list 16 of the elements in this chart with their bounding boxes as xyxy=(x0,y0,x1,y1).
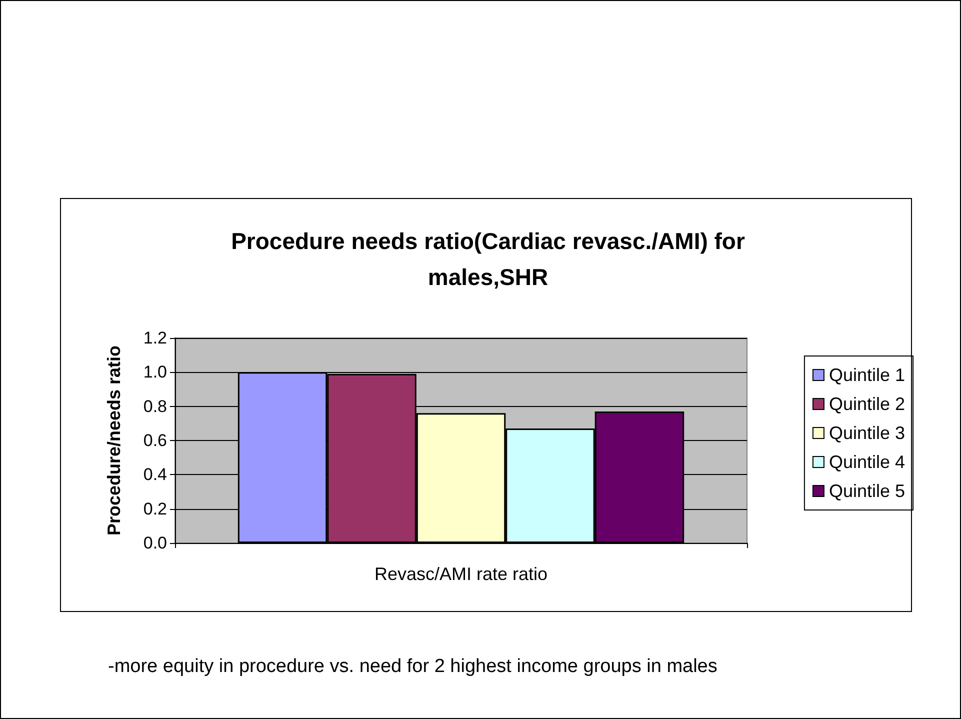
y-tick-label: 1.0 xyxy=(143,362,167,382)
chart-title: Procedure needs ratio(Cardiac revasc./AMI) for males,SHR xyxy=(231,228,745,290)
y-axis-title: Procedure/needs ratio xyxy=(104,345,124,536)
x-axis-title: Revasc/AMI rate ratio xyxy=(374,564,548,584)
y-tick-label: 0.6 xyxy=(143,431,167,450)
y-tick-label: 0.8 xyxy=(143,396,167,416)
y-tick-label: 0.0 xyxy=(143,534,167,552)
legend-label: Quintile 2 xyxy=(828,394,906,414)
y-tick-label: 1.2 xyxy=(143,328,167,348)
legend-label: Quintile 5 xyxy=(828,481,906,501)
y-tick-label: 0.2 xyxy=(143,499,167,518)
legend-label: Quintile 4 xyxy=(828,452,906,472)
legend-label: Quintile 3 xyxy=(828,423,906,443)
text: -more equity in procedure vs. need for 2 highest income groups in males xyxy=(108,656,718,678)
legend-label: Quintile 1 xyxy=(828,365,906,385)
y-tick-label: 0.4 xyxy=(143,465,167,484)
